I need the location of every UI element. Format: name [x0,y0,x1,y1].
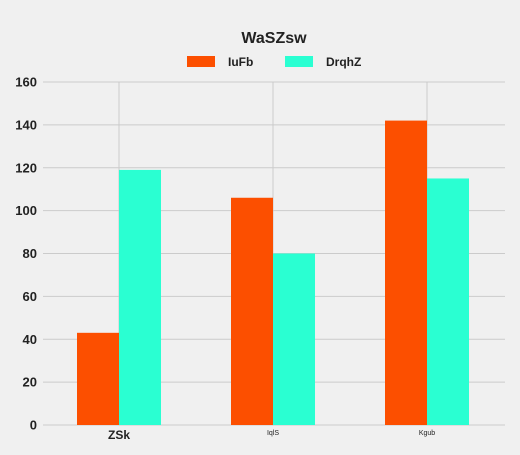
y-tick-label: 40 [23,332,37,347]
legend: IuFb DrqhZ [187,55,361,69]
bar-IuFb-IqlS [231,197,273,425]
legend-swatch [187,56,215,67]
y-tick-label: 120 [15,160,37,175]
x-tick-label: ZSk [108,428,130,442]
bar-DrqhZ-Kgub [427,178,469,425]
y-tick-label: 100 [15,203,37,218]
bar-DrqhZ-IqlS [273,253,315,425]
y-tick-label: 80 [23,246,37,261]
y-tick-label: 20 [23,375,37,390]
bars [77,120,469,426]
y-tick-label: 140 [15,117,37,132]
y-tick-label: 60 [23,289,37,304]
legend-label: DrqhZ [326,55,361,69]
y-axis-ticks: 0 20 40 60 80 100 120 140 160 [15,75,37,433]
x-tick-label: IqlS [267,430,279,437]
bar-IuFb-Kgub [385,120,427,426]
chart-title: WaSZsw [241,30,307,47]
y-tick-label: 160 [15,75,37,90]
x-tick-label: Kgub [419,430,435,437]
legend-swatch [285,56,313,67]
legend-label: IuFb [228,55,253,69]
x-axis-ticks: ZSk IqlS Kgub [108,428,435,442]
bar-IuFb-ZSk [77,332,119,425]
y-tick-label: 0 [30,418,37,433]
bar-DrqhZ-ZSk [119,169,161,425]
